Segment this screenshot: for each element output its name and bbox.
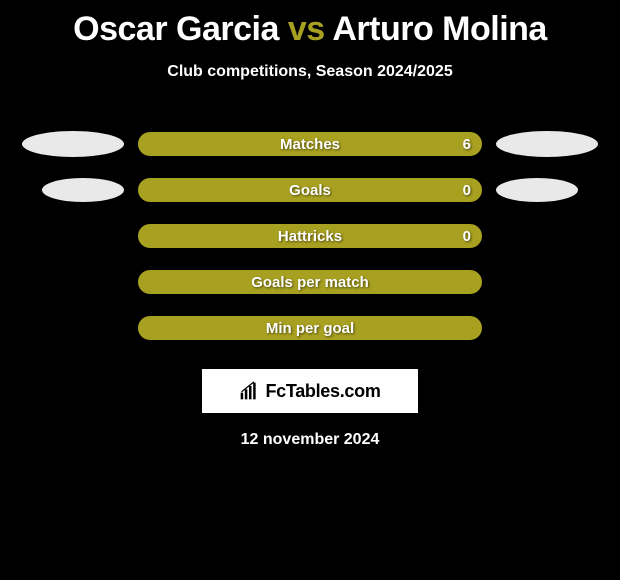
bar-chart-icon [239, 381, 259, 401]
stat-row-min-per-goal: Min per goal [0, 305, 620, 351]
player2-name: Arturo Molina [332, 10, 546, 48]
stat-bar-min-per-goal: Min per goal [138, 316, 482, 340]
stat-row-hattricks: Hattricks 0 [0, 213, 620, 259]
stat-value: 0 [463, 182, 471, 199]
stat-value: 0 [463, 228, 471, 245]
ellipse-left [22, 131, 124, 157]
ellipse-right [496, 131, 598, 157]
stat-label: Hattricks [278, 228, 342, 245]
vs-label: vs [288, 10, 325, 48]
logo-text: FcTables.com [265, 381, 380, 402]
stat-row-goals: Goals 0 [0, 167, 620, 213]
subtitle: Club competitions, Season 2024/2025 [0, 63, 620, 81]
stat-value: 6 [463, 136, 471, 153]
player1-name: Oscar Garcia [73, 10, 279, 48]
stat-bar-hattricks: Hattricks 0 [138, 224, 482, 248]
stat-bar-matches: Matches 6 [138, 132, 482, 156]
ellipse-right [496, 178, 578, 202]
ellipse-left [42, 178, 124, 202]
stat-row-goals-per-match: Goals per match [0, 259, 620, 305]
stat-rows: Matches 6 Goals 0 Hattricks 0 Goals per match M… [0, 121, 620, 351]
stat-label: Goals per match [251, 274, 369, 291]
date-label: 12 november 2024 [0, 431, 620, 449]
stat-label: Min per goal [266, 320, 354, 337]
infographic-root: Oscar Garcia vs Arturo Molina Club compe… [0, 0, 620, 580]
stat-label: Goals [289, 182, 331, 199]
stat-bar-goals-per-match: Goals per match [138, 270, 482, 294]
stat-row-matches: Matches 6 [0, 121, 620, 167]
logo-box: FcTables.com [202, 369, 418, 413]
stat-label: Matches [280, 136, 340, 153]
stat-bar-goals: Goals 0 [138, 178, 482, 202]
headline: Oscar Garcia vs Arturo Molina [0, 0, 620, 49]
